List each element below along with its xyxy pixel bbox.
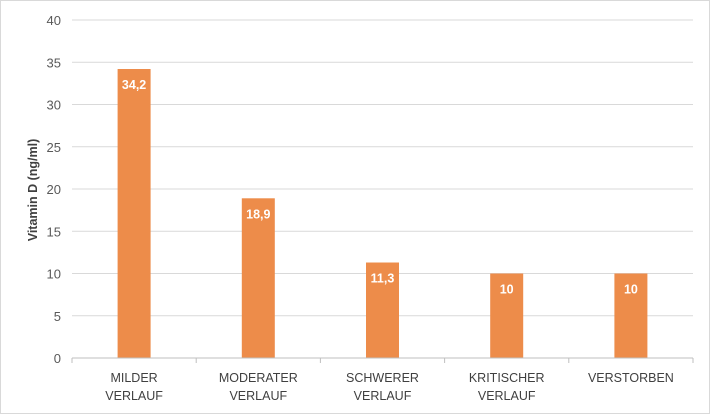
x-tick-label: MODERATER VERLAUF — [219, 371, 298, 403]
y-tick-label: 20 — [47, 182, 61, 197]
bars — [117, 69, 648, 358]
y-tick-label: 25 — [47, 140, 61, 155]
data-label: 10 — [500, 283, 514, 297]
x-tick-label: MILDER VERLAUF — [105, 371, 163, 403]
bar — [117, 69, 151, 358]
y-tick-label: 30 — [47, 98, 61, 113]
y-tick-label: 15 — [47, 224, 61, 239]
data-label: 18,9 — [246, 207, 270, 221]
y-tick-label: 0 — [54, 351, 61, 366]
category-labels: MILDER VERLAUF MODERATER VERLAUF SCHWERER VER… — [105, 371, 674, 403]
data-label: 34,2 — [122, 78, 146, 92]
bar — [490, 273, 524, 358]
x-tick-label: SCHWERER VERLAUF — [346, 371, 419, 403]
y-axis-title: Vitamin D (ng/ml) — [26, 139, 40, 242]
y-tick-label: 40 — [47, 13, 61, 28]
x-tick-label: VERSTORBEN — [588, 371, 674, 385]
y-tick-label: 10 — [47, 267, 61, 282]
y-axis-ticks: 0 5 10 15 20 25 30 35 40 — [47, 13, 61, 366]
y-tick-label: 5 — [54, 309, 61, 324]
bar — [614, 273, 648, 358]
bar — [241, 198, 275, 358]
y-tick-label: 35 — [47, 55, 61, 70]
x-axis — [71, 357, 694, 363]
bar — [366, 262, 399, 358]
data-label: 11,3 — [371, 272, 395, 286]
x-tick-label: KRITISCHER VERLAUF — [469, 371, 545, 403]
gridlines — [72, 19, 693, 317]
data-labels: 34,2 18,9 11,3 10 10 — [122, 78, 638, 296]
data-label: 10 — [624, 283, 638, 297]
